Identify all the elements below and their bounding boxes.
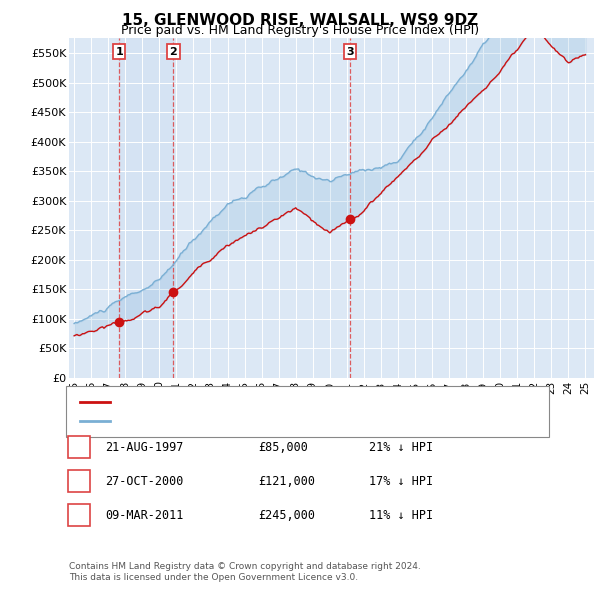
Text: HPI: Average price, detached house, Lichfield: HPI: Average price, detached house, Lich… xyxy=(116,417,369,426)
Text: 1: 1 xyxy=(115,47,123,57)
Text: 3: 3 xyxy=(75,509,83,522)
Text: 21% ↓ HPI: 21% ↓ HPI xyxy=(369,441,433,454)
Text: 17% ↓ HPI: 17% ↓ HPI xyxy=(369,475,433,488)
Text: This data is licensed under the Open Government Licence v3.0.: This data is licensed under the Open Gov… xyxy=(69,573,358,582)
Text: 1: 1 xyxy=(75,441,83,454)
Text: £85,000: £85,000 xyxy=(258,441,308,454)
Text: Contains HM Land Registry data © Crown copyright and database right 2024.: Contains HM Land Registry data © Crown c… xyxy=(69,562,421,571)
Text: 09-MAR-2011: 09-MAR-2011 xyxy=(105,509,184,522)
Bar xyxy=(119,38,173,378)
Text: £121,000: £121,000 xyxy=(258,475,315,488)
Text: 27-OCT-2000: 27-OCT-2000 xyxy=(105,475,184,488)
Text: 21-AUG-1997: 21-AUG-1997 xyxy=(105,441,184,454)
Text: 15, GLENWOOD RISE, WALSALL, WS9 9DZ: 15, GLENWOOD RISE, WALSALL, WS9 9DZ xyxy=(122,13,478,28)
Text: £245,000: £245,000 xyxy=(258,509,315,522)
Text: 2: 2 xyxy=(169,47,177,57)
Text: 11% ↓ HPI: 11% ↓ HPI xyxy=(369,509,433,522)
Text: Price paid vs. HM Land Registry's House Price Index (HPI): Price paid vs. HM Land Registry's House … xyxy=(121,24,479,37)
Text: 15, GLENWOOD RISE, WALSALL, WS9 9DZ (detached house): 15, GLENWOOD RISE, WALSALL, WS9 9DZ (det… xyxy=(116,397,452,407)
Text: 3: 3 xyxy=(346,47,354,57)
Text: 2: 2 xyxy=(75,475,83,488)
